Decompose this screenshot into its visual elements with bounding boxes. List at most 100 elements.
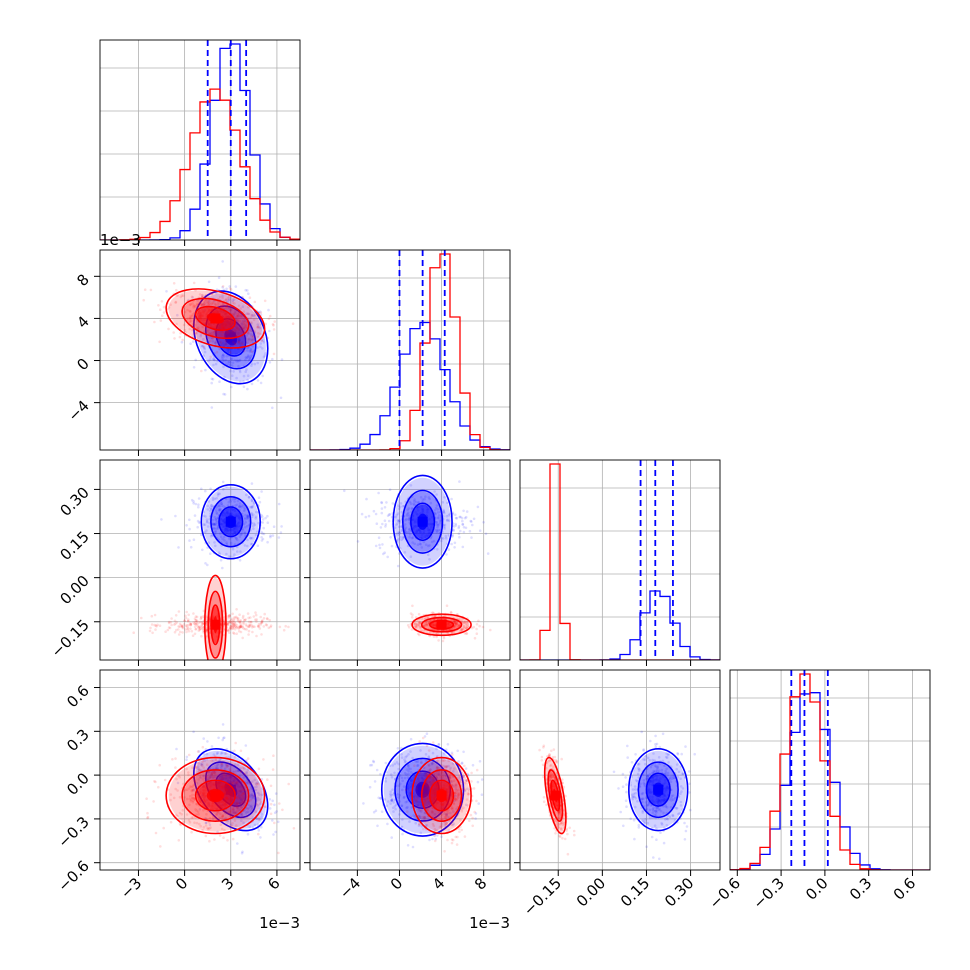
- sample-point: [426, 796, 430, 800]
- sample-point: [240, 770, 243, 773]
- sample-point: [405, 773, 408, 776]
- sample-point: [422, 540, 426, 544]
- sample-point: [257, 325, 260, 329]
- sample-point: [247, 339, 250, 342]
- sample-point: [642, 749, 645, 752]
- sample-point: [210, 292, 213, 296]
- sample-point: [228, 810, 231, 814]
- sample-point: [400, 825, 404, 829]
- sample-point: [451, 807, 454, 811]
- sample-point: [186, 627, 190, 630]
- sample-point: [236, 806, 240, 810]
- sample-point: [379, 796, 382, 800]
- sample-point: [187, 619, 190, 623]
- sample-point: [191, 302, 194, 305]
- sample-point: [384, 761, 388, 765]
- sample-point: [234, 285, 238, 288]
- sample-point: [236, 326, 239, 330]
- sample-point: [222, 355, 226, 358]
- sample-point: [247, 620, 251, 624]
- sample-point: [209, 552, 212, 555]
- contour-line: [401, 489, 444, 554]
- sample-point: [411, 541, 414, 544]
- sample-point: [239, 315, 242, 318]
- sample-point: [398, 505, 402, 509]
- sample-point: [246, 341, 249, 345]
- sample-point: [445, 812, 449, 815]
- sample-point: [175, 628, 178, 632]
- sample-point: [226, 623, 230, 626]
- sample-point: [271, 819, 274, 822]
- sample-point: [190, 816, 193, 820]
- sample-point: [464, 626, 468, 629]
- sample-point: [418, 625, 422, 629]
- sample-point: [393, 526, 397, 530]
- sample-point: [444, 614, 447, 618]
- sample-point: [625, 783, 628, 786]
- sample-point: [413, 499, 416, 503]
- sample-point: [401, 818, 404, 821]
- sample-point: [396, 522, 399, 525]
- sample-point: [146, 811, 149, 815]
- sample-point: [271, 406, 274, 410]
- x-tick-label: 4: [429, 874, 448, 893]
- sample-point: [243, 319, 247, 322]
- sample-point: [468, 529, 472, 533]
- x-tick-label: 8: [471, 874, 490, 893]
- sample-point: [222, 505, 225, 508]
- sample-point: [212, 775, 215, 778]
- sample-point: [259, 836, 262, 839]
- sample-point: [232, 781, 235, 784]
- sample-point: [457, 812, 460, 815]
- sample-point: [446, 838, 449, 842]
- sample-point: [233, 312, 237, 315]
- sample-point: [258, 818, 261, 821]
- sample-point: [199, 620, 202, 624]
- sample-point: [231, 764, 234, 767]
- sample-point: [241, 788, 245, 791]
- sample-point: [169, 798, 172, 802]
- sample-point: [249, 355, 252, 358]
- sample-point: [454, 798, 457, 801]
- sample-point: [460, 808, 464, 811]
- sample-point: [454, 791, 457, 795]
- sample-point: [433, 628, 436, 632]
- sample-point: [428, 634, 431, 638]
- sample-point: [468, 792, 471, 795]
- sample-point: [447, 514, 451, 517]
- sample-point: [274, 792, 278, 795]
- sample-point: [241, 766, 245, 769]
- sample-point: [438, 825, 442, 829]
- sample-point: [380, 501, 383, 504]
- sample-point: [260, 513, 263, 517]
- sample-point: [228, 614, 231, 617]
- sample-point: [450, 542, 453, 546]
- sample-point: [238, 808, 241, 812]
- sample-point: [174, 300, 178, 304]
- sample-point: [423, 497, 426, 501]
- histogram-step: [520, 463, 720, 660]
- sample-point: [451, 820, 454, 824]
- sample-point: [272, 328, 276, 331]
- sample-point: [430, 540, 434, 544]
- sample-point: [229, 369, 232, 373]
- sample-point: [240, 532, 243, 536]
- sample-point: [417, 814, 421, 818]
- sample-point: [249, 339, 253, 343]
- sample-point: [245, 349, 249, 352]
- sample-point: [473, 636, 477, 640]
- sample-point: [389, 793, 392, 796]
- sample-point: [175, 288, 178, 292]
- sample-point: [199, 615, 203, 619]
- sample-point: [176, 814, 179, 818]
- sample-point: [189, 316, 192, 320]
- sample-point: [187, 773, 190, 777]
- sample-point: [191, 797, 194, 800]
- sample-point: [264, 352, 267, 355]
- sample-point: [174, 757, 177, 760]
- sample-point: [271, 768, 275, 771]
- sample-point: [409, 484, 413, 487]
- sample-point: [440, 818, 443, 821]
- sample-point: [382, 552, 385, 556]
- sample-point: [391, 764, 395, 767]
